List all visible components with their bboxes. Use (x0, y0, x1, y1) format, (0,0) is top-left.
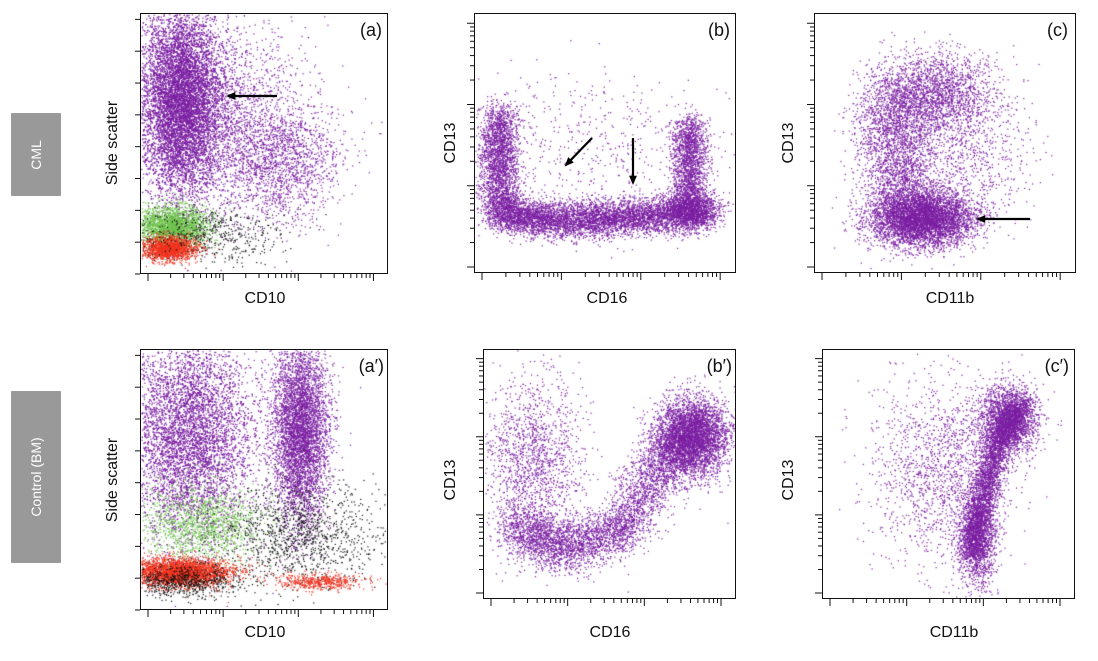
x-axis-label-a: CD10 (244, 290, 286, 307)
x-axis-label-b: CD16 (586, 290, 628, 307)
axes-b (467, 22, 721, 280)
axes-b-prime (476, 358, 722, 606)
row-label-control-text: Control (BM) (28, 437, 44, 517)
axes-a-prime (135, 354, 374, 617)
axes-a (135, 18, 374, 281)
x-axis-label-a-prime: CD10 (244, 624, 286, 641)
plot-area-c (814, 13, 1076, 273)
y-axis-label-c: CD13 (780, 122, 797, 164)
panel-label-a-prime: (a′) (358, 356, 384, 376)
x-axis-label-c-prime: CD11b (929, 624, 979, 641)
plot-area-a (140, 13, 388, 274)
x-axis-label-c: CD11b (925, 290, 975, 307)
plot-area-c-prime (822, 349, 1075, 599)
row-label-cml-text: CML (28, 139, 44, 170)
plot-area-b (474, 13, 736, 273)
panel-label-b-prime: (b′) (706, 356, 732, 376)
plot-area-b-prime (483, 349, 736, 599)
y-axis-label-c-prime: CD13 (780, 459, 797, 501)
panel-label-c-prime: (c′) (1044, 356, 1069, 376)
panel-a-prime: (a′) (135, 349, 388, 617)
panel-c: (c) (807, 13, 1076, 280)
plot-frame-b-prime (483, 349, 736, 599)
panel-c-prime: (c′) (815, 349, 1075, 606)
y-axis-label-a-prime: Side scatter (104, 437, 121, 523)
y-axis-label-a: Side scatter (104, 100, 121, 186)
row-label-cml: CML (11, 113, 61, 196)
plot-frame-a-prime (140, 349, 388, 610)
plot-frame-c (814, 13, 1076, 273)
annotation-arrow (564, 137, 593, 167)
plot-frame-c-prime (822, 349, 1075, 599)
y-axis-label-b: CD13 (442, 122, 459, 164)
y-axis-label-b-prime: CD13 (442, 459, 459, 501)
panel-label-c: (c) (1047, 20, 1068, 40)
panel-label-b: (b) (708, 20, 730, 40)
plot-frame-a (140, 13, 388, 274)
panel-b-prime: (b′) (476, 349, 736, 606)
annotation-arrow (226, 92, 277, 100)
x-axis-label-b-prime: CD16 (589, 624, 631, 641)
panel-a: (a) (135, 13, 388, 281)
panel-label-a: (a) (360, 20, 382, 40)
row-label-control: Control (BM) (11, 391, 61, 563)
plot-frame-b (474, 13, 736, 273)
plot-area-a-prime (140, 349, 388, 610)
axes-c-prime (815, 358, 1061, 606)
panel-b: (b) (467, 13, 736, 280)
annotation-arrow (976, 215, 1030, 223)
annotation-arrow (629, 138, 637, 185)
axes-c (807, 22, 1061, 280)
